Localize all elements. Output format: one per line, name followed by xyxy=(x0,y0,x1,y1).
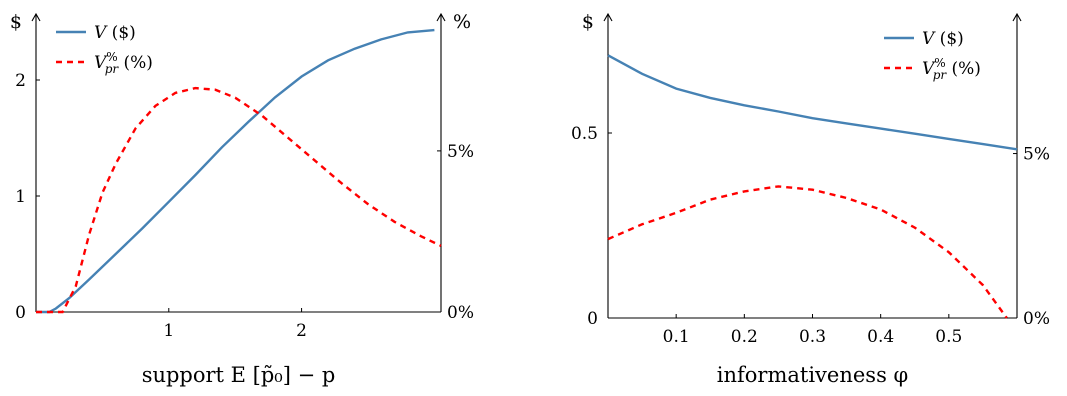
legend-label: V% pr (%) xyxy=(922,56,981,82)
x-tick-label: 1 xyxy=(163,321,174,341)
y-right-unit-label: % xyxy=(453,11,471,33)
y-left-unit-label: $ xyxy=(10,11,22,33)
x-tick-label: 0.4 xyxy=(867,327,894,347)
y-right-tick-label: 0% xyxy=(447,303,474,323)
y-right-tick-label: 5% xyxy=(447,142,474,162)
series-line-v-pr-pct xyxy=(607,185,1008,319)
x-tick-label: 0.5 xyxy=(935,327,962,347)
y-axis-right-arrow xyxy=(1012,12,1022,22)
legend-label: V% pr (%) xyxy=(94,50,153,76)
y-left-tick-label: 0 xyxy=(587,309,598,329)
y-left-unit-label: $ xyxy=(582,11,594,33)
y-axis-left-arrow xyxy=(31,12,41,22)
x-tick-label: 0.2 xyxy=(731,327,758,347)
legend-label: V ($) xyxy=(922,29,964,49)
legend-label: V ($) xyxy=(94,23,136,43)
y-left-tick-label: 0 xyxy=(15,303,26,323)
y-left-tick-label: 1 xyxy=(15,187,26,207)
y-axis-left-arrow xyxy=(603,12,613,22)
left-chart: $ % 1 2 0 1 2 0% 5% support E [p̃₀] − p V ($) V% pr … xyxy=(10,11,474,387)
series-line-v xyxy=(607,54,1018,151)
y-axis-right-arrow xyxy=(436,12,446,22)
x-tick-label: 2 xyxy=(296,321,307,341)
x-tick-label: 0.1 xyxy=(663,327,690,347)
y-left-tick-label: 0.5 xyxy=(571,124,598,144)
x-axis-label: informativeness φ xyxy=(717,363,908,387)
y-left-tick-label: 2 xyxy=(15,71,26,91)
right-chart: $0.1 0.2 0.3 0.4 0.5 0 0.5 0% 5% informativeness … xyxy=(571,11,1050,387)
x-tick-label: 0.3 xyxy=(799,327,826,347)
y-right-tick-label: 5% xyxy=(1023,145,1050,165)
y-right-tick-label: 0% xyxy=(1023,309,1050,329)
series-line-v-pr-pct xyxy=(36,86,442,314)
x-axis-label: support E [p̃₀] − p xyxy=(142,363,336,387)
series-line-v xyxy=(36,28,435,314)
